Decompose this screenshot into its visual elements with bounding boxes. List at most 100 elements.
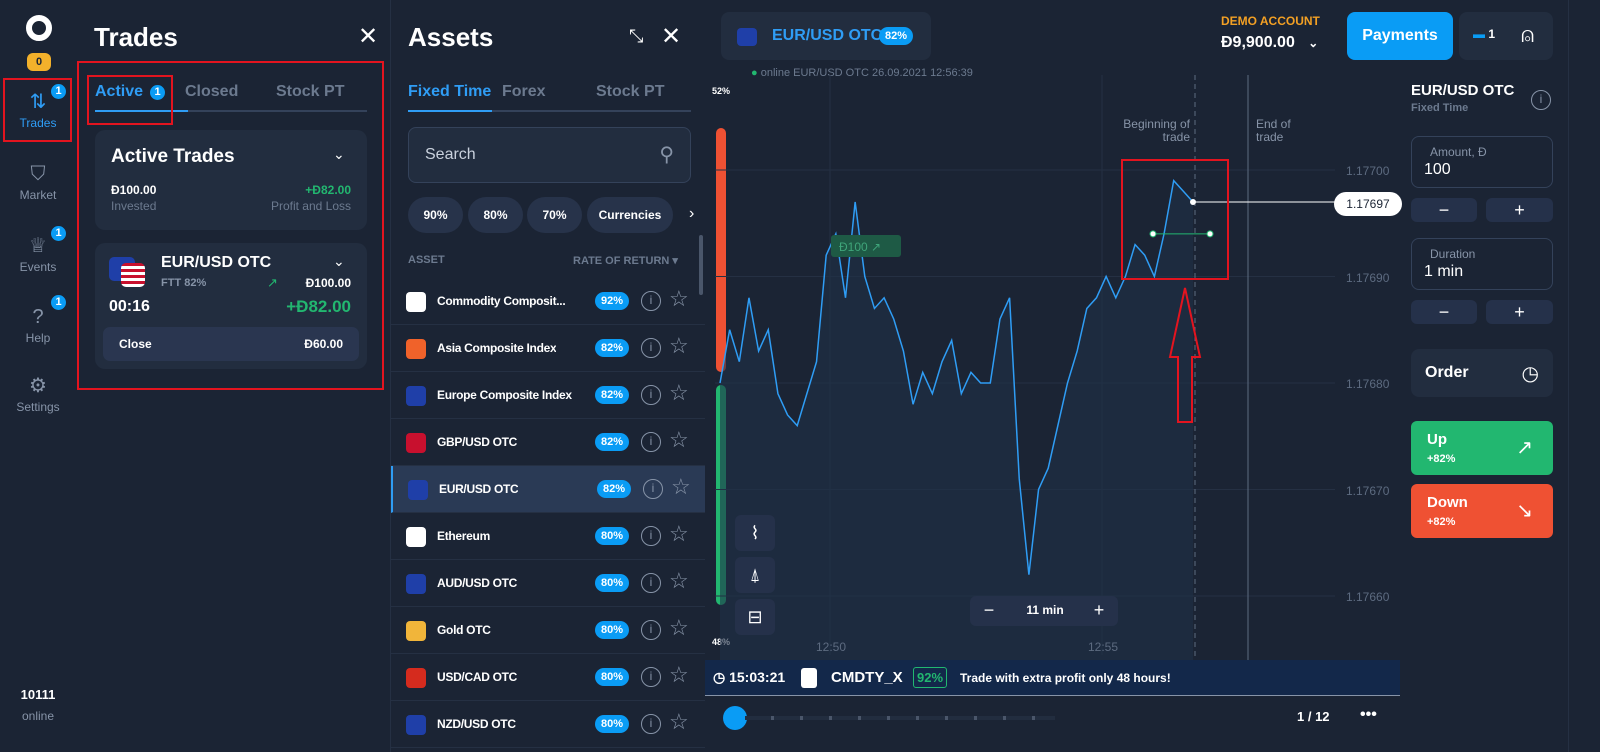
amount-field[interactable]: Amount, Đ 100 [1411, 136, 1553, 188]
tab-forex[interactable]: Forex [502, 83, 546, 100]
info-icon[interactable]: i [641, 291, 661, 311]
order-button[interactable]: Order ◷ [1411, 349, 1553, 397]
events-badge: 1 [51, 226, 66, 241]
star-icon[interactable]: ☆ [669, 380, 689, 405]
rail-item-help[interactable]: ? Help 1 [0, 295, 76, 345]
ticker-time-value: 15:03:21 [729, 669, 786, 685]
asset-row[interactable]: Ethereum 80% i ☆ [391, 513, 705, 560]
zoom-in-button[interactable]: + [1093, 600, 1105, 620]
amount-increase[interactable]: + [1486, 198, 1553, 222]
info-icon[interactable]: i [641, 385, 661, 405]
rail-item-settings[interactable]: ⚙ Settings [0, 372, 76, 414]
star-icon[interactable]: ☆ [671, 474, 691, 499]
star-icon[interactable]: ☆ [669, 662, 689, 687]
filter-90[interactable]: 90% [408, 197, 463, 233]
coins-badge[interactable]: 0 [27, 53, 51, 71]
tab-fixed-time[interactable]: Fixed Time [408, 83, 492, 100]
assets-panel: Assets ⤡ ✕ Fixed Time Forex Stock PT Sea… [390, 0, 705, 752]
ticker-rate: 92% [913, 667, 948, 688]
scrollbar[interactable] [699, 235, 703, 295]
col-rate[interactable]: RATE OF RETURN ▾ [573, 255, 678, 267]
duration-label: Duration [1430, 247, 1476, 261]
chevron-right-icon[interactable]: › [689, 205, 695, 222]
more-icon[interactable]: ••• [1360, 706, 1377, 723]
asset-row[interactable]: Asia Composite Index 82% i ☆ [391, 325, 705, 372]
star-icon[interactable]: ☆ [669, 333, 689, 358]
asset-row[interactable]: EUR/USD OTC 82% i ☆ [391, 466, 705, 513]
rail-label: Help [25, 331, 51, 345]
ticker-message: Trade with extra profit only 48 hours! [960, 671, 1171, 685]
rail-item-trades[interactable]: ⇅ Trades 1 [0, 84, 76, 130]
order-label: Order [1425, 364, 1469, 381]
star-icon[interactable]: ☆ [669, 521, 689, 546]
up-button[interactable]: Up +82% ↗ [1411, 421, 1553, 475]
online-label: online [21, 709, 55, 723]
tab-active[interactable]: Active [95, 83, 143, 101]
profile-button[interactable]: ▬ 1 ⍝ [1459, 12, 1553, 60]
chart-type-button[interactable]: ⌇ [735, 515, 775, 551]
rail-item-market[interactable]: ⛉ Market [0, 160, 76, 202]
close-icon[interactable]: ✕ [358, 23, 379, 50]
close-icon[interactable]: ✕ [661, 23, 682, 50]
collapse-icon[interactable]: ⤡ [629, 26, 644, 46]
info-icon[interactable]: i [641, 432, 661, 452]
duration-field[interactable]: Duration 1 min [1411, 238, 1553, 290]
search-icon: ⚲ [659, 144, 674, 166]
asset-row[interactable]: Europe Composite Index 82% i ☆ [391, 372, 705, 419]
active-trades-summary[interactable]: Active Trades ⌄ Đ100.00 Invested +Đ82.00… [95, 130, 367, 230]
info-icon[interactable]: i [1531, 90, 1551, 110]
tab-closed[interactable]: Closed [185, 83, 239, 100]
info-icon[interactable]: i [641, 573, 661, 593]
zoom-out-button[interactable]: − [983, 600, 995, 620]
info-icon[interactable]: i [641, 620, 661, 640]
price-chart[interactable] [705, 0, 1400, 660]
filter-currencies[interactable]: Currencies [587, 197, 673, 233]
down-button[interactable]: Down +82% ↘ [1411, 484, 1553, 538]
duration-decrease[interactable]: − [1411, 300, 1477, 324]
tab-stock-pt[interactable]: Stock PT [596, 83, 665, 100]
drawing-tools-button[interactable]: ⍋ [735, 557, 775, 593]
asset-row[interactable]: GBP/USD OTC 82% i ☆ [391, 419, 705, 466]
payments-button[interactable]: Payments [1347, 12, 1453, 60]
expiry-dot [1206, 230, 1214, 238]
star-icon[interactable]: ☆ [669, 427, 689, 452]
carousel-track[interactable] [745, 716, 1055, 720]
asset-row[interactable]: NZD/USD OTC 80% i ☆ [391, 701, 705, 748]
info-icon[interactable]: i [641, 714, 661, 734]
asset-row[interactable]: USD/CAD OTC 80% i ☆ [391, 654, 705, 701]
star-icon[interactable]: ☆ [669, 286, 689, 311]
promo-ticker[interactable]: ◷ 15:03:21 CMDTY_X 92% Trade with extra … [705, 660, 1400, 696]
duration-increase[interactable]: + [1486, 300, 1553, 324]
y-tick: 1.17670 [1346, 484, 1390, 498]
layout-button[interactable]: ⊟ [735, 599, 775, 635]
filter-70[interactable]: 70% [527, 197, 582, 233]
info-icon[interactable]: i [641, 338, 661, 358]
balance-dropdown[interactable]: Đ9,900.00 ⌄ [1221, 34, 1318, 52]
chevron-down-icon[interactable]: ⌄ [333, 146, 345, 162]
trades-badge: 1 [51, 84, 66, 99]
star-icon[interactable]: ☆ [669, 568, 689, 593]
search-input[interactable]: Search ⚲ [408, 127, 691, 183]
carousel-current[interactable] [723, 706, 747, 730]
info-icon[interactable]: i [641, 526, 661, 546]
x-tick: 12:55 [1088, 640, 1119, 654]
asset-selector[interactable]: EUR/USD OTC 82% [721, 12, 931, 60]
asset-row[interactable]: Commodity Composit... 92% i ☆ [391, 278, 705, 325]
star-icon[interactable]: ☆ [669, 709, 689, 734]
asset-row[interactable]: Gold OTC 80% i ☆ [391, 607, 705, 654]
amount-decrease[interactable]: − [1411, 198, 1477, 222]
page-scrollbar[interactable] [1568, 0, 1600, 752]
rail-item-events[interactable]: ♕ Events 1 [0, 226, 76, 274]
asset-row[interactable]: AUD/USD OTC 80% i ☆ [391, 560, 705, 607]
order-asset: EUR/USD OTC [1411, 82, 1515, 99]
rail-label: Events [19, 260, 57, 274]
star-icon[interactable]: ☆ [669, 615, 689, 640]
logo [26, 15, 52, 41]
info-icon[interactable]: i [641, 667, 661, 687]
info-icon[interactable]: i [643, 479, 663, 499]
filter-80[interactable]: 80% [468, 197, 523, 233]
close-trade-button[interactable]: Close Đ60.00 [103, 327, 359, 361]
tab-stock-pt[interactable]: Stock PT [276, 83, 345, 100]
chevron-down-icon[interactable]: ⌄ [333, 253, 345, 269]
trade-card[interactable]: EUR/USD OTC ⌄ FTT 82% ↗ Đ100.00 00:16 +Đ… [95, 243, 367, 369]
